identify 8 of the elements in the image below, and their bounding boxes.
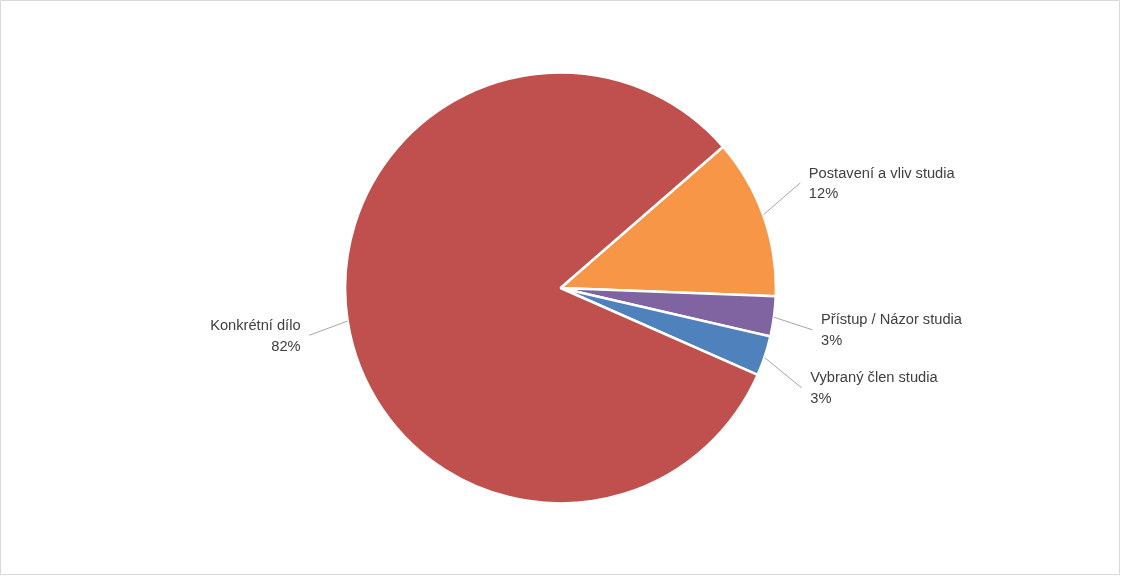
slice-label: Přístup / Názor studia bbox=[821, 311, 963, 328]
slice-label: Vybraný člen studia bbox=[810, 369, 939, 386]
data-label: 12% bbox=[808, 185, 839, 202]
data-label: 3% bbox=[810, 390, 832, 407]
data-label: 82% bbox=[271, 337, 301, 354]
slice-label: Postavení a vliv studia bbox=[808, 164, 956, 181]
data-label: 3% bbox=[821, 332, 843, 349]
slice-label: Konkrétní dílo bbox=[210, 316, 301, 333]
